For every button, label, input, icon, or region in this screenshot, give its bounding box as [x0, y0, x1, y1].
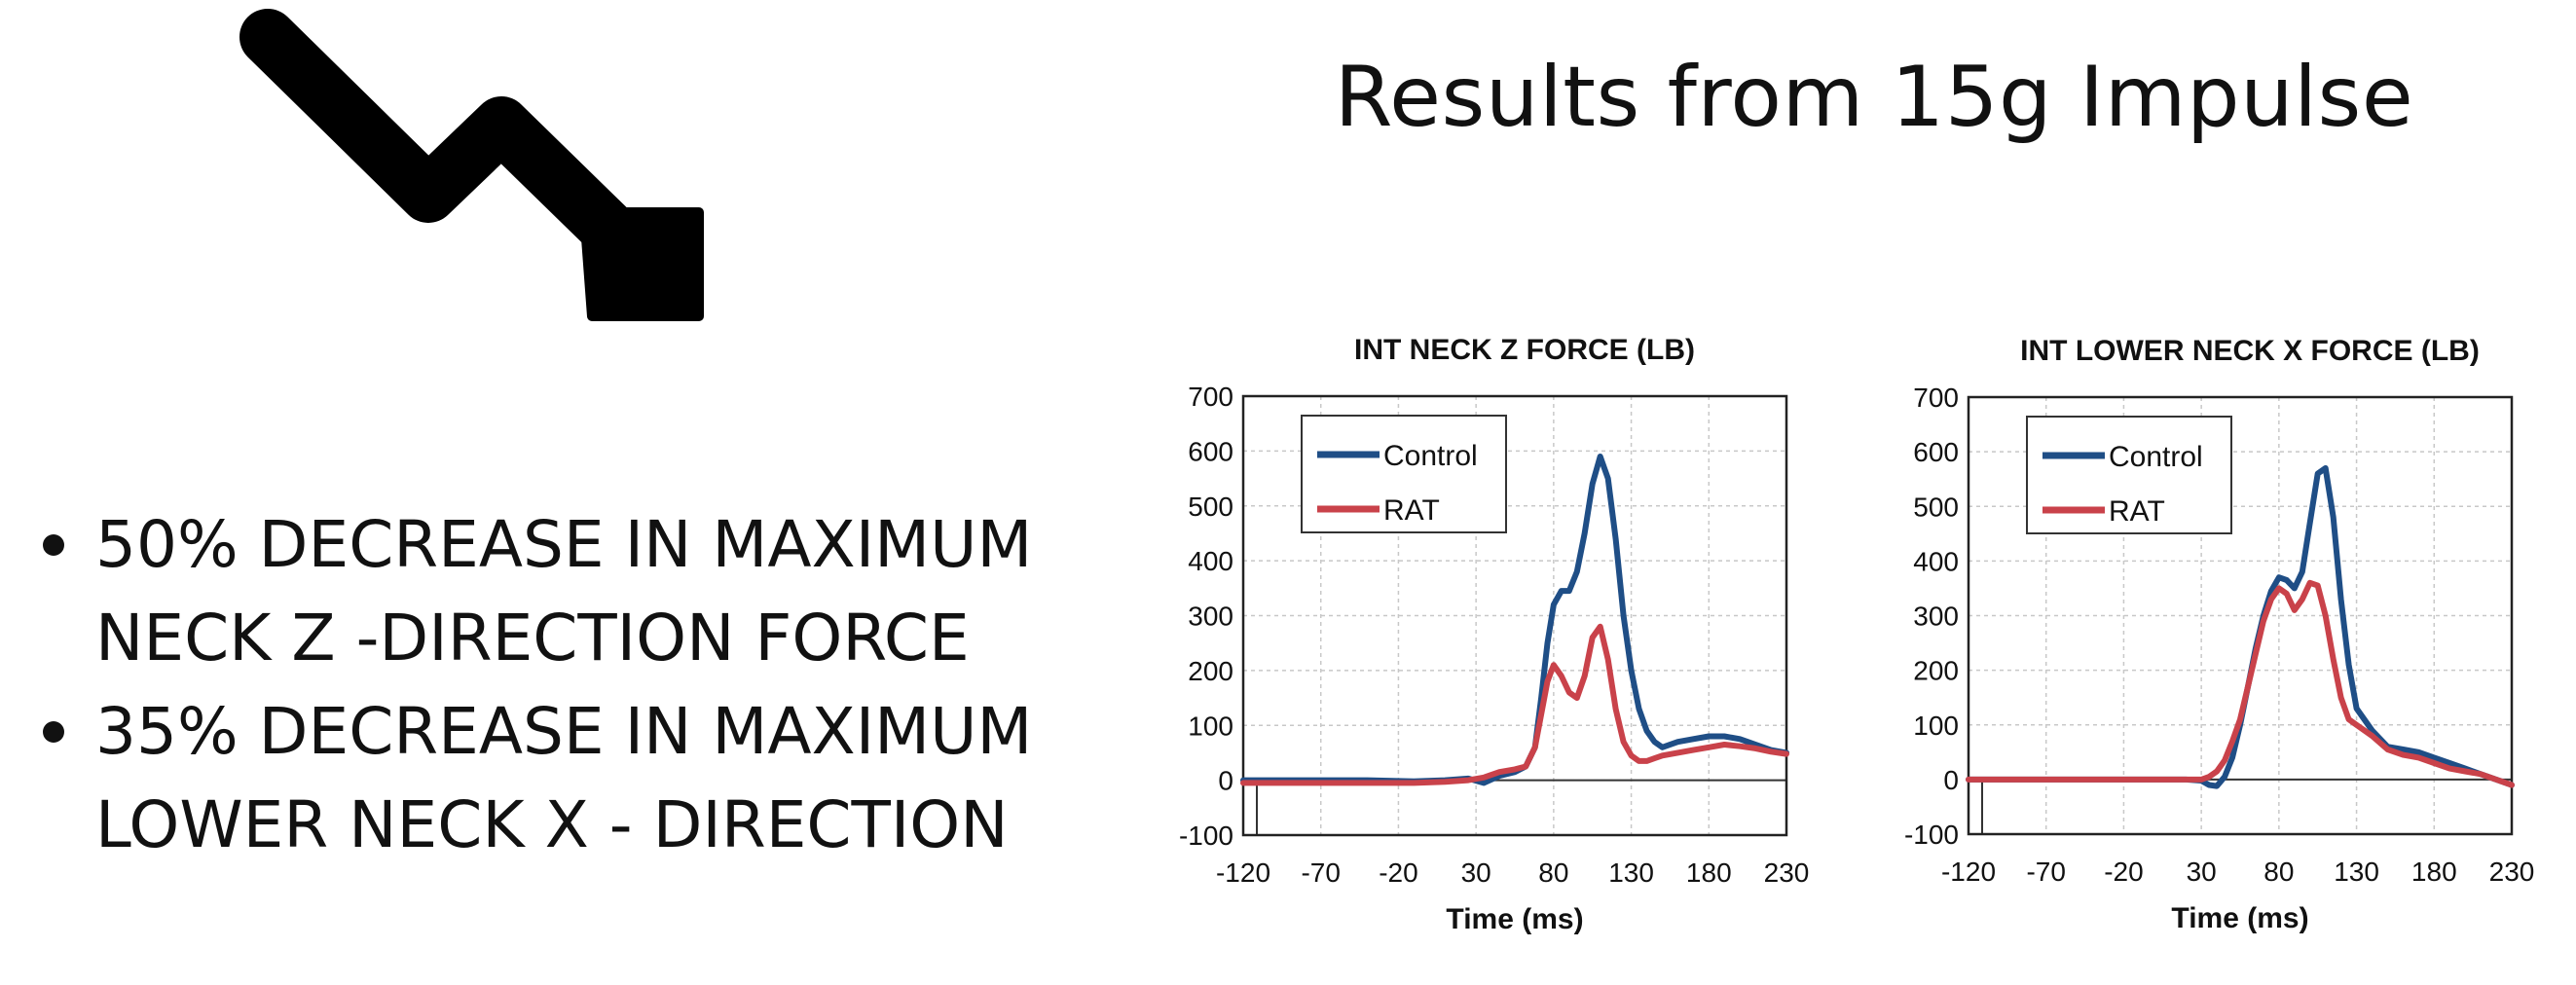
y-tick-label: 0 [1943, 765, 1959, 795]
y-tick-label: 200 [1188, 656, 1233, 686]
x-tick-label: 230 [2489, 857, 2535, 887]
y-tick-label: 500 [1913, 492, 1959, 522]
neck-z-force-chart: INT NECK Z FORCE (LB) -100 0 100 200 300 400 50… [1179, 334, 1810, 935]
x-tick-label: 130 [1608, 857, 1654, 888]
x-axis-label: Time (ms) [2171, 902, 2308, 934]
y-tick-label: -100 [1904, 820, 1959, 850]
x-axis-label: Time (ms) [1446, 903, 1583, 935]
y-tick-label: 400 [1188, 546, 1233, 576]
y-tick-label: 100 [1913, 711, 1959, 741]
x-tick-label: 30 [2187, 857, 2217, 887]
x-tick-label: -70 [1301, 857, 1340, 888]
y-tick-label: 600 [1188, 436, 1233, 466]
lower-neck-x-force-chart: INT LOWER NECK X FORCE (LB) -100 0 100 200 30… [1904, 335, 2535, 934]
y-tick-label: 100 [1188, 711, 1233, 741]
y-tick-label: -100 [1179, 821, 1233, 851]
y-tick-label: 200 [1913, 656, 1959, 686]
y-tick-label: 300 [1188, 602, 1233, 632]
chart-title: INT NECK Z FORCE (LB) [1354, 334, 1695, 366]
x-tick-label: -20 [2104, 857, 2143, 887]
series-line-control [1966, 465, 2515, 789]
series-line-rat [1240, 623, 1789, 786]
chart-title: INT LOWER NECK X FORCE (LB) [2020, 335, 2480, 367]
y-tick-label: 600 [1913, 437, 1959, 467]
legend-label-rat: RAT [1383, 494, 1440, 527]
series-line-rat [1966, 579, 2515, 788]
x-tick-label: -120 [1216, 857, 1270, 888]
y-tick-label: 0 [1218, 766, 1233, 796]
y-tick-label: 700 [1188, 382, 1233, 412]
plot-frame [1967, 395, 2514, 836]
x-tick-label: 180 [1686, 857, 1732, 888]
plot-frame [1241, 394, 1788, 837]
x-tick-label: 80 [1538, 857, 1568, 888]
y-tick-label: 500 [1188, 492, 1233, 522]
series-line-control [1240, 454, 1789, 786]
x-tick-label: 130 [2334, 857, 2379, 887]
y-tick-label: 300 [1913, 602, 1959, 632]
x-tick-label: -20 [1379, 857, 1417, 888]
x-tick-label: -120 [1941, 857, 1996, 887]
y-tick-label: 700 [1913, 383, 1959, 413]
trend-down-arrow-icon [239, 9, 704, 321]
x-tick-label: -70 [2026, 857, 2065, 887]
x-tick-label: 230 [1764, 857, 1810, 888]
findings-list: 50% DECREASE IN MAXIMUM NECK Z -DIRECTIO… [39, 498, 1088, 872]
finding-bullet: 35% DECREASE IN MAXIMUM LOWER NECK X - D… [39, 685, 1088, 872]
legend-box [2026, 416, 2232, 534]
legend-label-control: Control [2109, 441, 2203, 473]
y-tick-label: 400 [1913, 546, 1959, 576]
finding-bullet: 50% DECREASE IN MAXIMUM NECK Z -DIRECTIO… [39, 498, 1088, 685]
legend-box [1301, 415, 1507, 533]
x-tick-label: 180 [2411, 857, 2457, 887]
x-tick-label: 30 [1461, 857, 1491, 888]
legend-label-rat: RAT [2109, 495, 2165, 528]
legend-label-control: Control [1383, 440, 1478, 472]
x-tick-label: 80 [2263, 857, 2294, 887]
slide-title: Results from 15g Impulse [1334, 49, 2414, 146]
